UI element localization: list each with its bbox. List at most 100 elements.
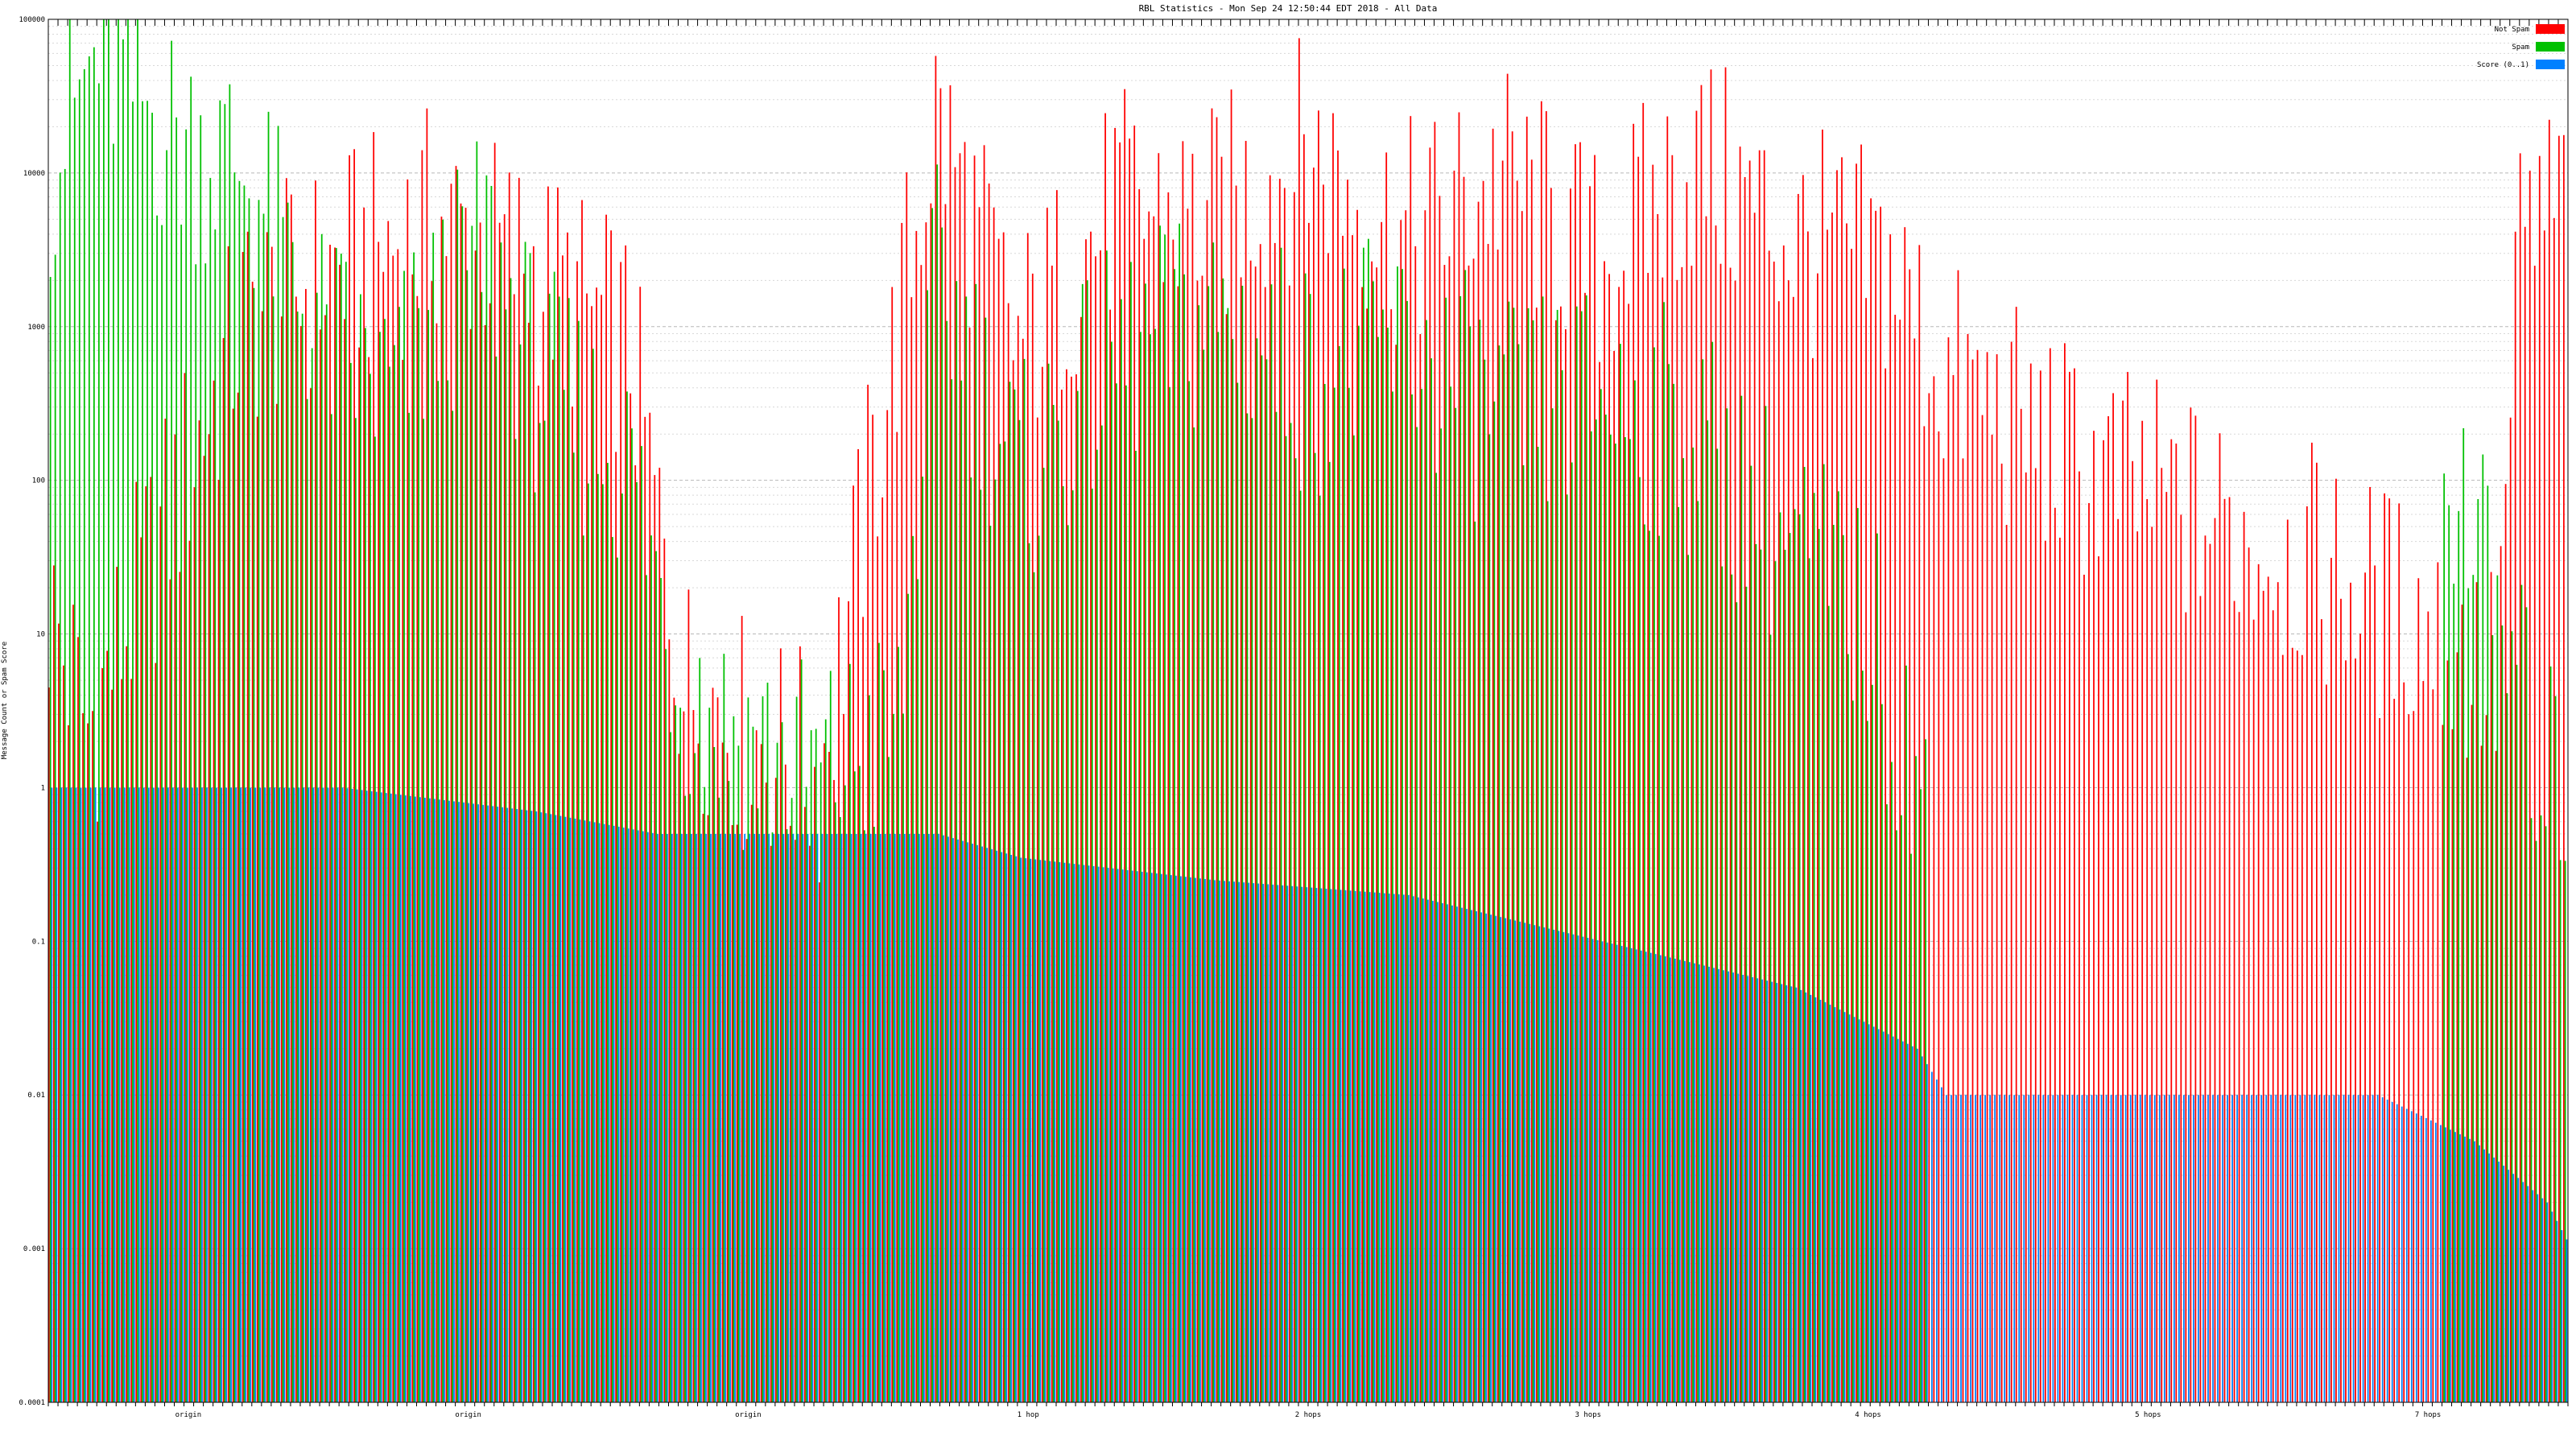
bar-spam bbox=[2535, 840, 2537, 1402]
bar-score- bbox=[569, 817, 572, 1402]
bar-spam bbox=[1813, 493, 1815, 1402]
bar-score- bbox=[1567, 933, 1570, 1402]
bar-spam bbox=[1658, 535, 1660, 1402]
bar-spam bbox=[1595, 419, 1597, 1402]
bar-score- bbox=[1659, 955, 1662, 1402]
bar-score- bbox=[1941, 1087, 1942, 1402]
bar-score- bbox=[1752, 976, 1754, 1402]
bar-spam bbox=[369, 374, 371, 1403]
bar-spam bbox=[349, 362, 352, 1402]
bar-spam bbox=[1140, 332, 1141, 1403]
bar-not-spam bbox=[2281, 654, 2284, 1402]
bar-spam bbox=[1159, 225, 1161, 1403]
bar-spam bbox=[2564, 861, 2566, 1402]
bar-not-spam bbox=[2117, 518, 2119, 1402]
bar-not-spam bbox=[2025, 472, 2027, 1402]
bar-score- bbox=[1320, 888, 1323, 1402]
bar-score- bbox=[588, 821, 591, 1402]
bar-not-spam bbox=[1002, 232, 1005, 1402]
bar-spam bbox=[1096, 449, 1098, 1403]
bar-score- bbox=[2425, 1117, 2427, 1402]
bar-not-spam bbox=[1395, 345, 1397, 1402]
bar-score- bbox=[913, 833, 915, 1402]
bar-not-spam bbox=[1550, 188, 1552, 1402]
bar-score- bbox=[1713, 968, 1715, 1402]
bar-not-spam bbox=[1715, 225, 1717, 1402]
bar-spam bbox=[1852, 700, 1854, 1402]
bar-spam bbox=[166, 150, 168, 1402]
bar-score- bbox=[1863, 1022, 1865, 1402]
bar-score- bbox=[2091, 1095, 2093, 1402]
bar-not-spam bbox=[1904, 227, 1906, 1402]
bar-not-spam bbox=[1690, 266, 1693, 1403]
bar-score- bbox=[2227, 1095, 2228, 1402]
bar-spam bbox=[1692, 447, 1695, 1403]
bar-not-spam bbox=[1618, 287, 1620, 1403]
bar-score- bbox=[2318, 1095, 2321, 1402]
bar-score- bbox=[734, 833, 737, 1402]
bar-not-spam bbox=[1530, 159, 1533, 1402]
bar-not-spam bbox=[256, 416, 258, 1402]
bar-spam bbox=[1241, 285, 1244, 1402]
bar-spam bbox=[786, 829, 788, 1402]
bar-score- bbox=[2153, 1095, 2156, 1402]
bar-spam bbox=[224, 104, 226, 1402]
bar-not-spam bbox=[2190, 407, 2192, 1403]
bar-not-spam bbox=[2355, 658, 2356, 1402]
bar-spam bbox=[1212, 242, 1215, 1402]
bar-spam bbox=[1290, 423, 1292, 1402]
bar-score- bbox=[1810, 994, 1812, 1402]
bar-not-spam bbox=[930, 203, 932, 1402]
bar-spam bbox=[1755, 543, 1757, 1402]
bar-spam bbox=[243, 185, 246, 1403]
bar-not-spam bbox=[2069, 371, 2070, 1402]
bar-spam bbox=[1081, 283, 1084, 1403]
bar-score- bbox=[2198, 1095, 2199, 1402]
bar-score- bbox=[192, 787, 193, 1402]
bar-not-spam bbox=[1318, 110, 1319, 1402]
bar-score- bbox=[1141, 871, 1143, 1402]
bar-not-spam bbox=[1191, 153, 1194, 1402]
bar-not-spam bbox=[402, 359, 404, 1402]
bar-not-spam bbox=[1482, 180, 1484, 1402]
y-tick-label: 100000 bbox=[19, 16, 45, 24]
bar-score- bbox=[617, 826, 620, 1402]
bar-not-spam bbox=[2141, 420, 2144, 1402]
bar-not-spam bbox=[1860, 144, 1862, 1403]
bar-score- bbox=[1102, 867, 1104, 1402]
bar-score- bbox=[792, 833, 795, 1402]
bar-score- bbox=[2469, 1138, 2471, 1402]
bar-not-spam bbox=[1647, 273, 1649, 1402]
bar-not-spam bbox=[2286, 519, 2289, 1402]
bar-not-spam bbox=[2408, 714, 2410, 1402]
bar-spam bbox=[1459, 295, 1462, 1402]
bar-not-spam bbox=[2480, 745, 2483, 1402]
bar-spam bbox=[190, 76, 192, 1402]
bar-score- bbox=[1175, 875, 1177, 1402]
x-tick-label: origin bbox=[735, 1411, 762, 1419]
bar-score- bbox=[1030, 858, 1032, 1402]
bar-spam bbox=[2540, 815, 2542, 1402]
bar-not-spam bbox=[1724, 67, 1727, 1402]
bar-not-spam bbox=[1952, 374, 1955, 1403]
bar-score- bbox=[1582, 936, 1584, 1402]
bar-score- bbox=[1718, 968, 1719, 1402]
bar-not-spam bbox=[251, 281, 254, 1402]
bar-spam bbox=[291, 242, 294, 1402]
bar-not-spam bbox=[2296, 650, 2298, 1402]
bar-spam bbox=[650, 535, 652, 1403]
bar-score- bbox=[1025, 858, 1027, 1402]
bar-spam bbox=[912, 535, 914, 1402]
bar-score- bbox=[943, 835, 944, 1402]
bar-score- bbox=[2532, 1190, 2534, 1402]
bar-not-spam bbox=[2446, 660, 2449, 1402]
bar-spam bbox=[233, 172, 236, 1402]
bar-spam bbox=[1275, 411, 1278, 1403]
bar-score- bbox=[1694, 963, 1695, 1402]
bar-not-spam bbox=[2326, 684, 2327, 1402]
bar-spam bbox=[142, 101, 143, 1403]
bar-spam bbox=[54, 254, 56, 1403]
bar-score- bbox=[705, 833, 707, 1402]
bar-score- bbox=[608, 824, 610, 1402]
